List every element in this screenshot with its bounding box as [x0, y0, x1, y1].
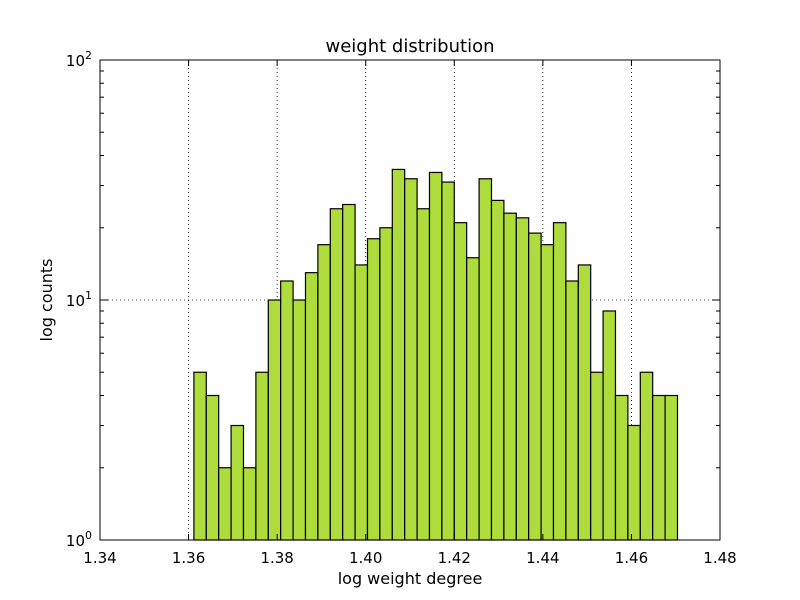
histogram-bar [466, 257, 480, 541]
histogram-bar [528, 232, 542, 541]
histogram-bar [342, 203, 356, 541]
x-tick-label: 1.48 [703, 549, 736, 567]
histogram-bar [391, 168, 406, 541]
y-tick-label: 102 [66, 49, 92, 70]
histogram-bar [602, 310, 617, 541]
histogram-bar [478, 178, 493, 541]
histogram-bar [242, 467, 257, 541]
histogram-bar [490, 199, 505, 541]
histogram-bar [329, 208, 344, 541]
x-tick-label: 1.44 [526, 549, 559, 567]
histogram-bar [664, 394, 679, 541]
histogram-bar [354, 264, 369, 541]
x-tick-label: 1.38 [260, 549, 293, 567]
x-tick-labels: 1.34 1.36 1.38 1.40 1.42 1.44 1.46 1.48 [83, 549, 736, 567]
x-tick-label: 1.36 [172, 549, 205, 567]
histogram-bar [230, 424, 245, 541]
histogram-bar [193, 371, 207, 541]
histogram-bar [292, 299, 307, 541]
histogram-bar [267, 299, 282, 541]
histogram-bar [366, 238, 381, 541]
chart-title: weight distribution [326, 36, 495, 57]
y-tick-label: 101 [66, 289, 92, 310]
histogram-bar [552, 222, 567, 541]
histogram-bar [503, 212, 517, 541]
x-tick-label: 1.42 [438, 549, 471, 567]
histogram-bar [441, 181, 455, 541]
histogram-bar [565, 280, 579, 541]
histogram-bar [590, 371, 604, 541]
y-axis-title: log counts [37, 259, 56, 342]
histogram-bar [453, 222, 468, 541]
axis-ticks [99, 59, 721, 541]
x-tick-label: 1.46 [615, 549, 648, 567]
histogram-bar [540, 244, 555, 541]
histogram-bar [614, 394, 629, 541]
histogram-bar [639, 371, 654, 541]
x-tick-label: 1.34 [83, 549, 116, 567]
histogram-bar [416, 208, 431, 541]
histogram-bar [304, 272, 319, 541]
histogram-bar [218, 467, 232, 541]
histogram-bar [255, 371, 269, 541]
histogram-bar [577, 264, 592, 541]
histogram-bar [652, 394, 666, 541]
histogram-bar [627, 424, 641, 541]
histogram-bar [428, 171, 443, 541]
histogram-bar [515, 217, 530, 541]
x-tick-label: 1.40 [349, 549, 382, 567]
y-tick-label: 100 [66, 529, 92, 550]
histogram-bar [280, 280, 294, 541]
histogram-bars [193, 168, 679, 541]
histogram-bar [317, 244, 331, 541]
histogram-bar [205, 394, 220, 541]
y-tick-labels: 100 101 102 [66, 49, 92, 550]
histogram-bar [379, 227, 393, 541]
histogram-bar [404, 178, 418, 541]
x-axis-title: log weight degree [338, 569, 483, 588]
